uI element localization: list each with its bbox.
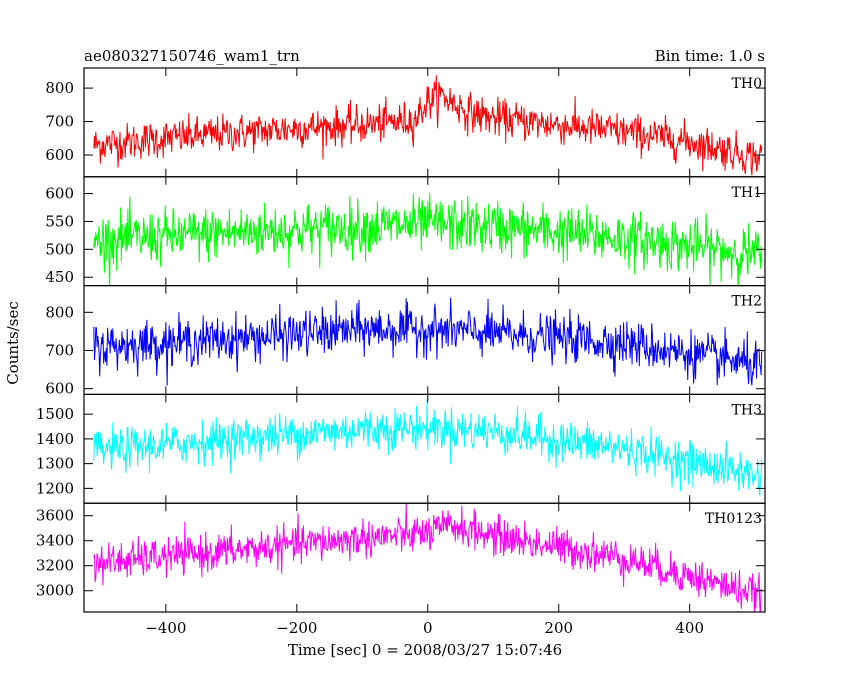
series-line-th2 (93, 297, 763, 386)
y-tick-label-th1-550: 550 (45, 212, 74, 230)
y-tick-label-th0123-3400: 3400 (36, 532, 74, 550)
series-line-th3 (93, 398, 763, 497)
x-tick-label-400: 400 (675, 619, 704, 637)
y-tick-label-th1-600: 600 (45, 185, 74, 203)
y-tick-label-th3-1500: 1500 (36, 405, 74, 423)
y-tick-label-th1-500: 500 (45, 240, 74, 258)
x-tick-label-200: 200 (544, 619, 573, 637)
y-axis-label: Counts/sec (4, 301, 22, 385)
y-tick-label-th0123-3600: 3600 (36, 507, 74, 525)
series-line-th0123 (93, 503, 763, 613)
y-tick-label-th0123-3000: 3000 (36, 582, 74, 600)
y-tick-label-th2-600: 600 (45, 380, 74, 398)
y-tick-label-th0-600: 600 (45, 146, 74, 164)
panel-frame-th0 (83, 67, 766, 178)
panel-th0123: 3000 3200 3400 3600 TH0123 −400 −200 0 200 400 (36, 502, 766, 637)
panel-label-th1: TH1 (732, 185, 762, 201)
y-tick-label-th3-1200: 1200 (36, 479, 74, 497)
x-tick-label--200: −200 (276, 619, 317, 637)
y-tick-label-th3-1300: 1300 (36, 455, 74, 473)
chart-title: ae080327150746_wam1_trn (84, 47, 300, 65)
panel-th2: 600 700 800 TH2 (45, 285, 766, 398)
panel-frame-th0123 (83, 502, 766, 613)
panel-label-th0: TH0 (732, 76, 762, 92)
x-tick-label--400: −400 (145, 619, 186, 637)
y-tick-label-th3-1400: 1400 (36, 430, 74, 448)
panel-th1: 450 500 550 600 TH1 (45, 176, 766, 286)
panel-label-th3: TH3 (732, 402, 762, 418)
y-tick-label-th1-450: 450 (45, 268, 74, 286)
panel-label-th2: TH2 (732, 294, 762, 310)
bin-time-label: Bin time: 1.0 s (655, 47, 765, 65)
x-tick-label-0: 0 (423, 619, 433, 637)
panel-th3: 1200 1300 1400 1500 TH3 (36, 393, 766, 504)
y-tick-label-th0-700: 700 (45, 113, 74, 131)
series-line-th0 (93, 75, 763, 176)
panels: 600 700 800 TH0 450 500 550 600 TH1 600 700 800 TH2 1… (36, 67, 766, 637)
y-tick-label-th2-700: 700 (45, 341, 74, 359)
y-tick-label-th0123-3200: 3200 (36, 557, 74, 575)
y-tick-label-th0-800: 800 (45, 79, 74, 97)
panel-th0: 600 700 800 TH0 (45, 67, 766, 178)
series-line-th1 (93, 192, 763, 286)
y-tick-label-th2-800: 800 (45, 303, 74, 321)
panel-label-th0123: TH0123 (705, 511, 762, 527)
x-axis-label: Time [sec] 0 = 2008/03/27 15:07:46 (288, 641, 562, 659)
